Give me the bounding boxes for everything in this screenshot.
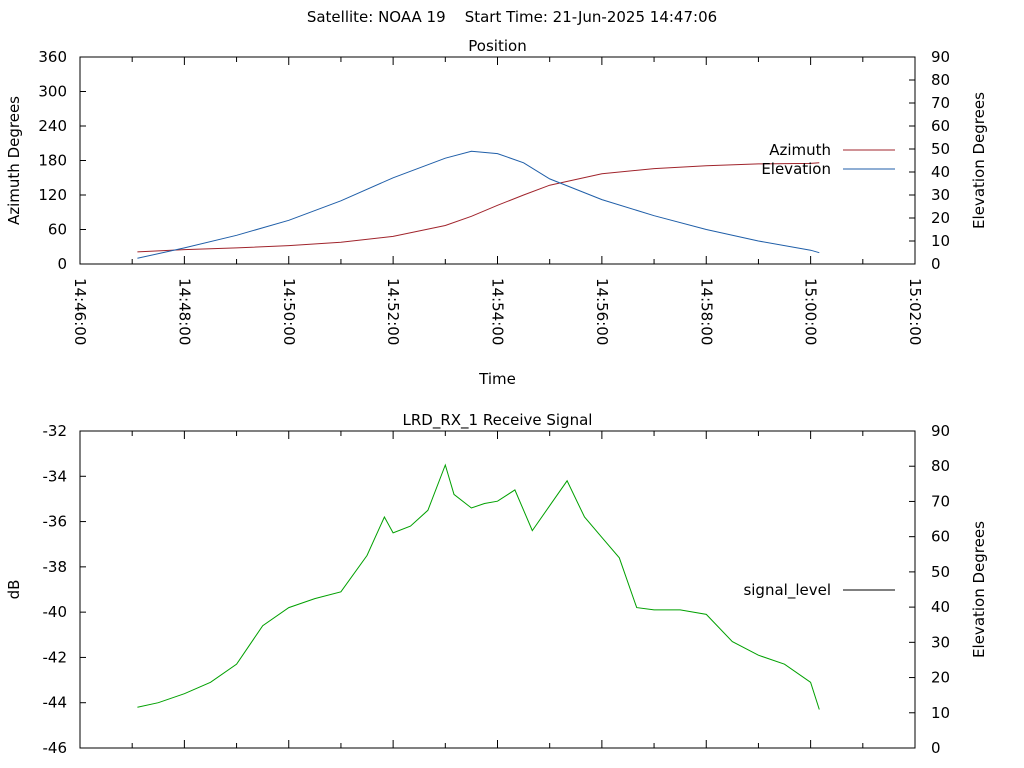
y-left-tick-label: -38 [43, 558, 68, 576]
y-right-tick-label: 40 [931, 163, 950, 181]
y-left-tick-label: 240 [38, 117, 67, 135]
y-left-tick-label: -46 [43, 739, 68, 757]
chart-panel-1: LRD_RX_1 Receive Signal -46 -44 -42 -40 -38 -3… [5, 411, 988, 757]
y-left-tick-label: 300 [38, 83, 67, 101]
y-left-tick-label: -42 [43, 648, 68, 666]
chart-title: Position [468, 37, 526, 55]
series-line-azimuth [137, 162, 820, 253]
x-tick-label: 14:48:00 [175, 278, 193, 345]
y-right-tick-label: 0 [931, 255, 941, 273]
y-left-tick-label: 360 [38, 48, 67, 66]
y-right-axis-label: Elevation Degrees [970, 521, 988, 658]
y-right-tick-label: 10 [931, 704, 950, 722]
x-tick-label: 14:58:00 [697, 278, 715, 345]
y-right-tick-label: 50 [931, 140, 950, 158]
x-tick-label: 14:52:00 [384, 278, 402, 345]
y-left-axis-label: Azimuth Degrees [5, 96, 23, 225]
x-tick-label: 14:50:00 [280, 278, 298, 345]
y-right-tick-label: 10 [931, 232, 950, 250]
y-left-tick-label: -36 [43, 513, 68, 531]
y-right-axis-label: Elevation Degrees [970, 92, 988, 229]
y-left-tick-label: 60 [48, 221, 67, 239]
y-right-tick-label: 20 [931, 669, 950, 687]
legend-label: Azimuth [769, 141, 831, 159]
y-right-tick-label: 30 [931, 186, 950, 204]
y-right-tick-label: 80 [931, 457, 950, 475]
y-left-tick-label: 120 [38, 186, 67, 204]
y-right-tick-label: 0 [931, 739, 941, 757]
y-left-tick-label: -32 [43, 422, 68, 440]
x-tick-label: 14:46:00 [71, 278, 89, 345]
y-right-tick-label: 90 [931, 422, 950, 440]
y-right-tick-label: 80 [931, 71, 950, 89]
y-right-tick-label: 70 [931, 94, 950, 112]
y-right-tick-label: 30 [931, 633, 950, 651]
y-right-tick-label: 50 [931, 563, 950, 581]
series-line-elevation [137, 150, 820, 259]
y-left-tick-label: -34 [43, 467, 68, 485]
legend-label: Elevation [761, 160, 831, 178]
y-right-tick-label: 20 [931, 209, 950, 227]
chart-title: LRD_RX_1 Receive Signal [403, 411, 593, 430]
y-right-tick-label: 60 [931, 528, 950, 546]
x-tick-label: 15:00:00 [802, 278, 820, 345]
y-left-tick-label: 0 [57, 255, 67, 273]
y-right-tick-label: 90 [931, 48, 950, 66]
series-line-signal_level [137, 463, 820, 710]
y-left-tick-label: 180 [38, 152, 67, 170]
x-axis-label: Time [478, 370, 516, 388]
x-tick-label: 15:02:00 [906, 278, 924, 345]
chart-header: Satellite: NOAA 19 Start Time: 21-Jun-20… [307, 8, 717, 26]
y-left-tick-label: -44 [43, 694, 68, 712]
x-tick-label: 14:54:00 [489, 278, 507, 345]
y-right-tick-label: 70 [931, 492, 950, 510]
y-right-tick-label: 40 [931, 598, 950, 616]
x-tick-label: 14:56:00 [593, 278, 611, 345]
legend-label: signal_level [743, 581, 831, 600]
chart-panel-0: Position 0 60 120 180 240 300 360 0 10 20 30 40 50 60 7… [5, 37, 988, 388]
y-right-tick-label: 60 [931, 117, 950, 135]
y-left-axis-label: dB [5, 580, 23, 600]
y-left-tick-label: -40 [43, 603, 68, 621]
